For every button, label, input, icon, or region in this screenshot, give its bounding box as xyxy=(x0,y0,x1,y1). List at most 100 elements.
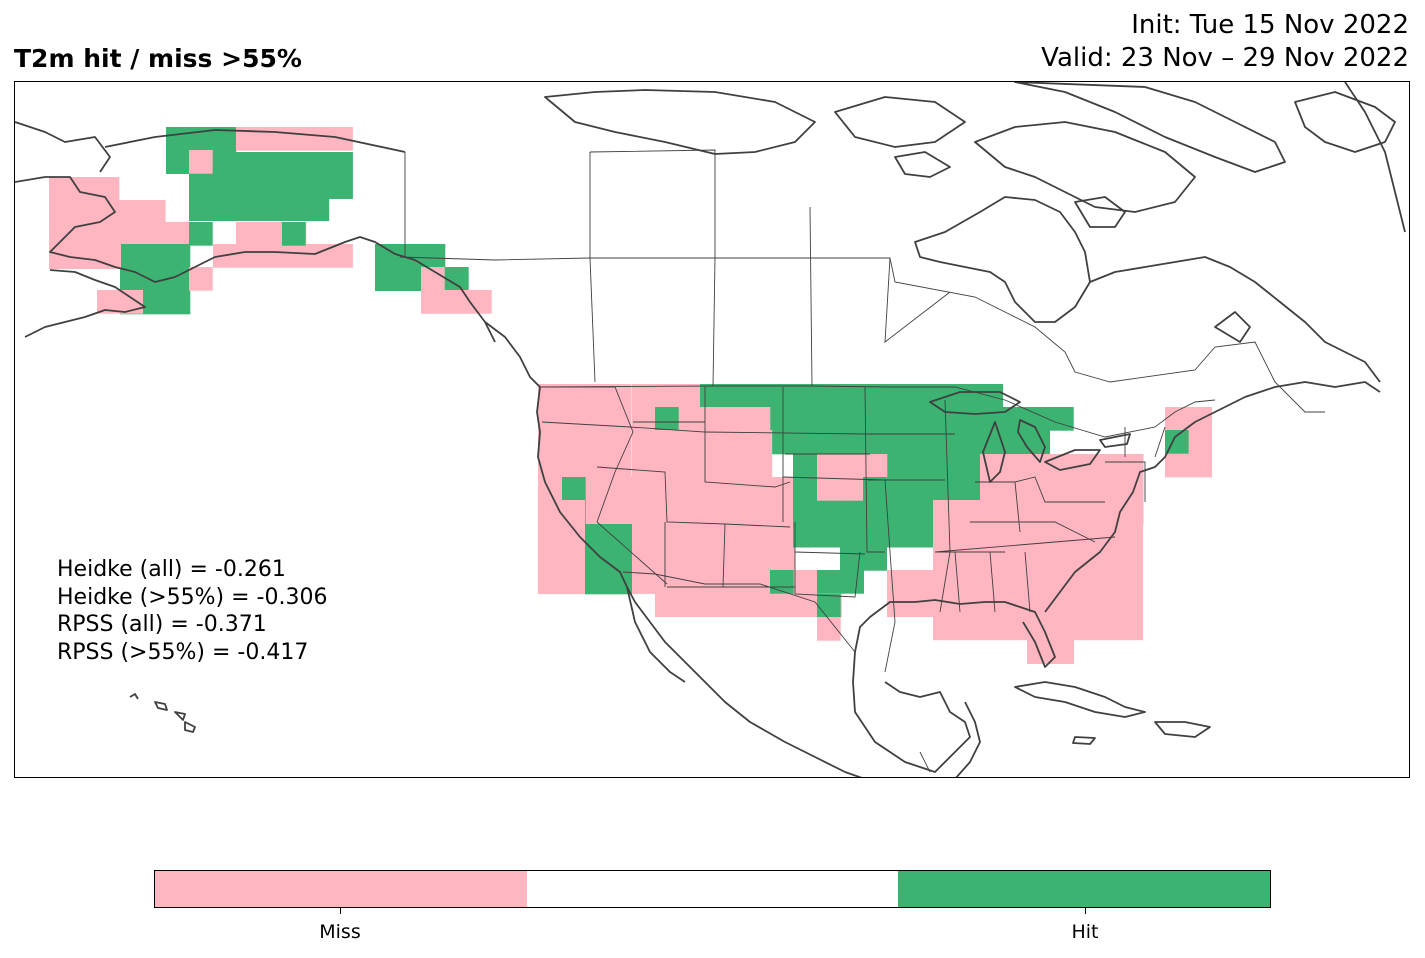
miss-cell xyxy=(585,477,609,501)
miss-cell xyxy=(538,477,562,501)
skill-scores: Heidke (all) = -0.261 Heidke (>55%) = -0… xyxy=(57,556,327,666)
miss-cell xyxy=(632,384,656,408)
miss-cell xyxy=(236,127,260,151)
colorbar-miss-segment xyxy=(155,871,527,907)
miss-cell xyxy=(1096,477,1121,501)
miss-cell xyxy=(538,547,562,571)
miss-cell xyxy=(933,500,957,524)
miss-cell xyxy=(561,453,585,478)
miss-cell xyxy=(1119,500,1144,524)
miss-cell xyxy=(1119,546,1144,571)
hit-cell xyxy=(585,524,609,548)
hit-cell xyxy=(770,407,794,431)
miss-cell xyxy=(632,407,656,431)
hit-cell xyxy=(212,174,236,198)
miss-cell xyxy=(607,384,632,408)
miss-cell xyxy=(956,500,980,524)
colorbar-neutral-segment xyxy=(526,871,899,907)
hit-cell xyxy=(700,384,724,408)
miss-cell xyxy=(1072,593,1097,617)
hit-cell xyxy=(909,523,934,548)
hit-cell xyxy=(259,152,283,176)
hit-cell xyxy=(816,500,840,525)
hit-cell xyxy=(956,453,980,478)
miss-cell xyxy=(655,453,679,477)
hit-cell xyxy=(839,523,864,548)
hit-cell xyxy=(956,384,980,408)
hit-cell xyxy=(886,523,910,548)
hit-cell xyxy=(816,430,840,455)
miss-cell xyxy=(1049,546,1074,571)
colorbar-hit-label: Hit xyxy=(1071,921,1099,943)
miss-cell xyxy=(538,570,562,595)
miss-cell xyxy=(305,127,330,151)
miss-cell xyxy=(1072,546,1097,571)
miss-cell xyxy=(561,430,585,455)
hit-cell xyxy=(863,500,887,524)
miss-cell xyxy=(701,593,726,617)
miss-cell xyxy=(236,222,260,246)
miss-cell xyxy=(678,407,703,431)
miss-cell xyxy=(584,430,609,455)
miss-cell xyxy=(956,546,980,571)
forecast-map xyxy=(15,82,1406,777)
hit-cell xyxy=(723,384,747,408)
miss-cell xyxy=(746,407,771,431)
miss-cell xyxy=(1003,570,1028,594)
miss-cell xyxy=(748,430,773,454)
state-borders xyxy=(399,149,1325,773)
hit-cell xyxy=(862,430,887,455)
miss-cell xyxy=(561,384,585,408)
colorbar-hit-tick xyxy=(1085,908,1086,914)
miss-cell xyxy=(538,384,562,408)
hit-cell xyxy=(793,384,817,408)
hit-cell xyxy=(886,453,910,478)
hit-cell xyxy=(282,175,307,199)
miss-cell xyxy=(678,500,702,524)
hit-cell xyxy=(862,384,887,408)
miss-cell xyxy=(1165,453,1189,478)
hit-cell xyxy=(655,407,679,431)
miss-cell xyxy=(700,407,724,431)
map-panel xyxy=(14,81,1410,778)
miss-cell xyxy=(933,546,957,571)
hit-cell xyxy=(816,384,840,408)
colorbar xyxy=(154,870,1271,908)
miss-cell xyxy=(701,430,726,454)
hit-cell xyxy=(166,290,191,315)
hit-cell xyxy=(863,547,887,571)
hit-cell xyxy=(608,524,632,548)
miss-cell xyxy=(631,523,656,548)
miss-cell xyxy=(910,593,934,617)
miss-cell xyxy=(1096,569,1120,594)
miss-cell xyxy=(817,477,841,501)
miss-cell xyxy=(678,453,703,477)
miss-cell xyxy=(748,453,773,477)
miss-cell xyxy=(141,200,166,224)
hit-cell xyxy=(956,477,980,501)
hit-cell xyxy=(305,152,330,176)
hit-cell xyxy=(816,523,840,548)
hit-cell xyxy=(375,267,399,291)
miss-cell xyxy=(748,546,772,571)
colorbar-hit-segment xyxy=(898,871,1271,907)
miss-cell xyxy=(72,200,96,224)
miss-cell xyxy=(608,477,632,501)
miss-cell xyxy=(1002,546,1027,571)
miss-cell xyxy=(748,593,772,617)
hit-cell xyxy=(398,244,422,268)
miss-cell xyxy=(1072,616,1097,641)
hit-cell xyxy=(863,477,887,501)
miss-cell xyxy=(724,477,749,501)
map-title: T2m hit / miss >55% xyxy=(14,44,302,73)
miss-cell xyxy=(979,616,1004,641)
miss-cell xyxy=(421,267,445,291)
hit-cell xyxy=(817,594,841,618)
hit-cell xyxy=(840,570,864,594)
miss-cell xyxy=(980,454,1004,478)
hit-cell xyxy=(421,244,446,268)
miss-cell xyxy=(1026,477,1051,501)
miss-cell xyxy=(538,500,562,524)
hit-cell xyxy=(235,197,260,221)
miss-cell xyxy=(561,523,585,547)
